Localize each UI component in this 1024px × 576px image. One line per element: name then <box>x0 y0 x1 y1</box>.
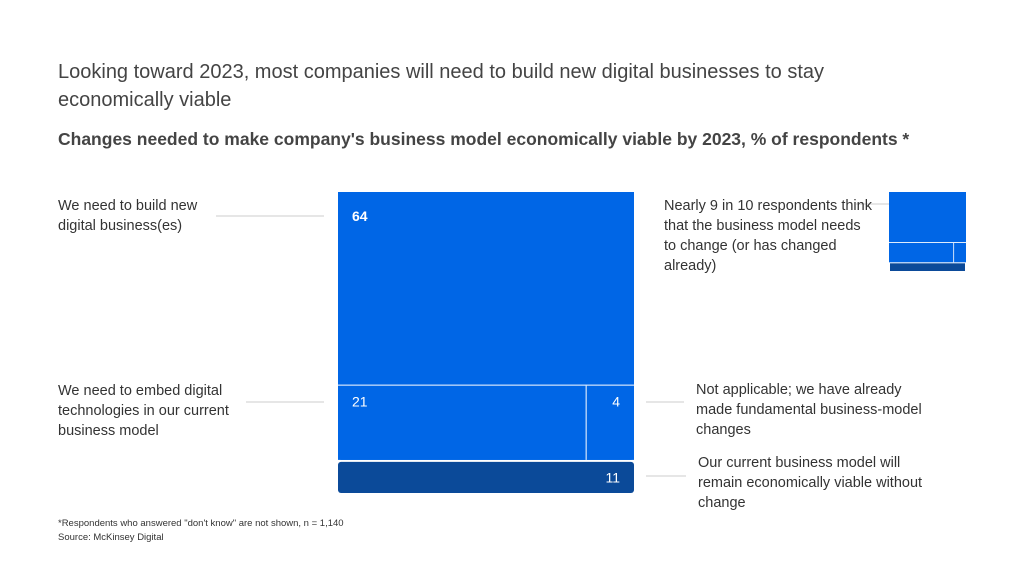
segment-label-not-applicable: Not applicable; we have already made fun… <box>696 382 922 438</box>
chart-subtitle: Changes needed to make company's busines… <box>58 129 910 149</box>
source-note: Source: McKinsey Digital <box>58 532 164 543</box>
value-label-embed-digital: 21 <box>352 394 368 410</box>
segment-label-embed-digital: We need to embed digital technologies in… <box>58 383 229 439</box>
mini-bar-upper <box>889 192 966 263</box>
value-label-remain-viable: 11 <box>605 469 620 485</box>
segment-label-remain-viable: Our current business model will remain e… <box>698 455 923 511</box>
callout-note: Nearly 9 in 10 respondents think that th… <box>664 198 872 274</box>
chart-title: Looking toward 2023, most companies will… <box>58 61 824 111</box>
bar-not-applicable <box>586 385 634 460</box>
bar-build-new <box>338 192 634 385</box>
mini-bar-lower <box>890 263 965 271</box>
bar-remain-viable <box>338 461 634 493</box>
value-label-not-applicable: 4 <box>612 394 620 410</box>
segment-label-build-new: We need to build new digital business(es… <box>58 198 198 234</box>
bar-embed-digital <box>338 385 586 460</box>
footnote: *Respondents who answered "don't know" a… <box>58 518 344 529</box>
value-label-build-new: 64 <box>352 208 368 224</box>
